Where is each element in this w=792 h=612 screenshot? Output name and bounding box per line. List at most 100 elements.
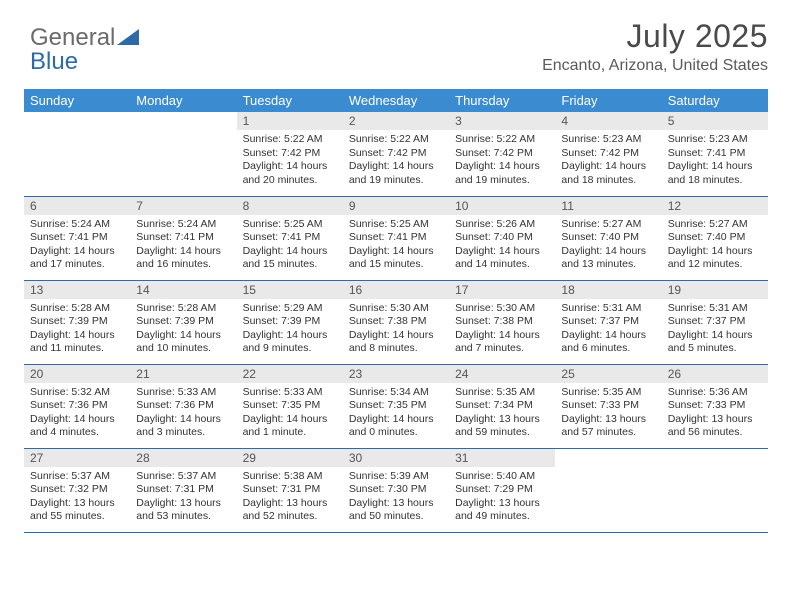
sunrise-text: Sunrise: 5:35 AM	[561, 386, 655, 400]
sunset-text: Sunset: 7:41 PM	[136, 231, 230, 245]
daylight-text: Daylight: 14 hours and 20 minutes.	[243, 160, 337, 187]
day-number: 2	[343, 112, 449, 130]
day-number: 21	[130, 365, 236, 383]
calendar-day-cell: 1Sunrise: 5:22 AMSunset: 7:42 PMDaylight…	[237, 112, 343, 196]
sunrise-text: Sunrise: 5:36 AM	[668, 386, 762, 400]
daylight-text: Daylight: 14 hours and 8 minutes.	[349, 329, 443, 356]
day-number: 28	[130, 449, 236, 467]
day-body: Sunrise: 5:23 AMSunset: 7:41 PMDaylight:…	[662, 130, 768, 192]
calendar-day-cell: 21Sunrise: 5:33 AMSunset: 7:36 PMDayligh…	[130, 364, 236, 448]
daylight-text: Daylight: 13 hours and 55 minutes.	[30, 497, 124, 524]
calendar-empty-cell	[130, 112, 236, 196]
weekday-header: Saturday	[662, 89, 768, 112]
daylight-text: Daylight: 14 hours and 4 minutes.	[30, 413, 124, 440]
day-body: Sunrise: 5:40 AMSunset: 7:29 PMDaylight:…	[449, 467, 555, 529]
calendar-day-cell: 18Sunrise: 5:31 AMSunset: 7:37 PMDayligh…	[555, 280, 661, 364]
day-number: 4	[555, 112, 661, 130]
calendar-day-cell: 26Sunrise: 5:36 AMSunset: 7:33 PMDayligh…	[662, 364, 768, 448]
sunset-text: Sunset: 7:31 PM	[243, 483, 337, 497]
brand-logo: General Blue	[30, 24, 139, 52]
sunset-text: Sunset: 7:35 PM	[243, 399, 337, 413]
calendar-day-cell: 25Sunrise: 5:35 AMSunset: 7:33 PMDayligh…	[555, 364, 661, 448]
sunset-text: Sunset: 7:33 PM	[561, 399, 655, 413]
daylight-text: Daylight: 13 hours and 57 minutes.	[561, 413, 655, 440]
day-body: Sunrise: 5:24 AMSunset: 7:41 PMDaylight:…	[24, 215, 130, 277]
day-body: Sunrise: 5:32 AMSunset: 7:36 PMDaylight:…	[24, 383, 130, 445]
sunrise-text: Sunrise: 5:22 AM	[243, 133, 337, 147]
calendar-day-cell: 7Sunrise: 5:24 AMSunset: 7:41 PMDaylight…	[130, 196, 236, 280]
sunset-text: Sunset: 7:37 PM	[668, 315, 762, 329]
weekday-header: Sunday	[24, 89, 130, 112]
day-body: Sunrise: 5:33 AMSunset: 7:35 PMDaylight:…	[237, 383, 343, 445]
daylight-text: Daylight: 14 hours and 6 minutes.	[561, 329, 655, 356]
sunset-text: Sunset: 7:41 PM	[668, 147, 762, 161]
sunset-text: Sunset: 7:38 PM	[455, 315, 549, 329]
day-number: 14	[130, 281, 236, 299]
day-number: 30	[343, 449, 449, 467]
calendar-table: SundayMondayTuesdayWednesdayThursdayFrid…	[24, 89, 768, 533]
calendar-day-cell: 5Sunrise: 5:23 AMSunset: 7:41 PMDaylight…	[662, 112, 768, 196]
weekday-header: Monday	[130, 89, 236, 112]
sunrise-text: Sunrise: 5:35 AM	[455, 386, 549, 400]
day-number: 24	[449, 365, 555, 383]
daylight-text: Daylight: 14 hours and 0 minutes.	[349, 413, 443, 440]
day-body: Sunrise: 5:28 AMSunset: 7:39 PMDaylight:…	[130, 299, 236, 361]
day-number: 27	[24, 449, 130, 467]
sunset-text: Sunset: 7:32 PM	[30, 483, 124, 497]
day-body: Sunrise: 5:36 AMSunset: 7:33 PMDaylight:…	[662, 383, 768, 445]
calendar-day-cell: 11Sunrise: 5:27 AMSunset: 7:40 PMDayligh…	[555, 196, 661, 280]
sunset-text: Sunset: 7:40 PM	[561, 231, 655, 245]
sunrise-text: Sunrise: 5:26 AM	[455, 218, 549, 232]
sunrise-text: Sunrise: 5:33 AM	[243, 386, 337, 400]
calendar-body: 1Sunrise: 5:22 AMSunset: 7:42 PMDaylight…	[24, 112, 768, 532]
day-body: Sunrise: 5:25 AMSunset: 7:41 PMDaylight:…	[237, 215, 343, 277]
sunset-text: Sunset: 7:36 PM	[30, 399, 124, 413]
calendar-row: 1Sunrise: 5:22 AMSunset: 7:42 PMDaylight…	[24, 112, 768, 196]
sunset-text: Sunset: 7:39 PM	[30, 315, 124, 329]
sunrise-text: Sunrise: 5:38 AM	[243, 470, 337, 484]
weekday-header: Tuesday	[237, 89, 343, 112]
calendar-day-cell: 20Sunrise: 5:32 AMSunset: 7:36 PMDayligh…	[24, 364, 130, 448]
calendar-day-cell: 12Sunrise: 5:27 AMSunset: 7:40 PMDayligh…	[662, 196, 768, 280]
day-body: Sunrise: 5:26 AMSunset: 7:40 PMDaylight:…	[449, 215, 555, 277]
calendar-row: 13Sunrise: 5:28 AMSunset: 7:39 PMDayligh…	[24, 280, 768, 364]
calendar-day-cell: 19Sunrise: 5:31 AMSunset: 7:37 PMDayligh…	[662, 280, 768, 364]
day-body: Sunrise: 5:22 AMSunset: 7:42 PMDaylight:…	[343, 130, 449, 192]
calendar-head: SundayMondayTuesdayWednesdayThursdayFrid…	[24, 89, 768, 112]
calendar-day-cell: 8Sunrise: 5:25 AMSunset: 7:41 PMDaylight…	[237, 196, 343, 280]
sunrise-text: Sunrise: 5:37 AM	[136, 470, 230, 484]
sunrise-text: Sunrise: 5:23 AM	[561, 133, 655, 147]
day-number: 12	[662, 197, 768, 215]
daylight-text: Daylight: 14 hours and 5 minutes.	[668, 329, 762, 356]
day-number: 8	[237, 197, 343, 215]
day-number: 15	[237, 281, 343, 299]
day-number: 25	[555, 365, 661, 383]
day-number: 9	[343, 197, 449, 215]
day-body: Sunrise: 5:29 AMSunset: 7:39 PMDaylight:…	[237, 299, 343, 361]
day-number: 31	[449, 449, 555, 467]
sunset-text: Sunset: 7:39 PM	[243, 315, 337, 329]
day-body: Sunrise: 5:38 AMSunset: 7:31 PMDaylight:…	[237, 467, 343, 529]
calendar-day-cell: 17Sunrise: 5:30 AMSunset: 7:38 PMDayligh…	[449, 280, 555, 364]
daylight-text: Daylight: 14 hours and 19 minutes.	[455, 160, 549, 187]
day-body: Sunrise: 5:27 AMSunset: 7:40 PMDaylight:…	[555, 215, 661, 277]
calendar-row: 6Sunrise: 5:24 AMSunset: 7:41 PMDaylight…	[24, 196, 768, 280]
sunrise-text: Sunrise: 5:30 AM	[455, 302, 549, 316]
calendar-day-cell: 27Sunrise: 5:37 AMSunset: 7:32 PMDayligh…	[24, 448, 130, 532]
day-body: Sunrise: 5:22 AMSunset: 7:42 PMDaylight:…	[237, 130, 343, 192]
daylight-text: Daylight: 14 hours and 3 minutes.	[136, 413, 230, 440]
sunset-text: Sunset: 7:42 PM	[349, 147, 443, 161]
calendar-day-cell: 22Sunrise: 5:33 AMSunset: 7:35 PMDayligh…	[237, 364, 343, 448]
day-body: Sunrise: 5:37 AMSunset: 7:32 PMDaylight:…	[24, 467, 130, 529]
sunrise-text: Sunrise: 5:28 AM	[30, 302, 124, 316]
day-body: Sunrise: 5:35 AMSunset: 7:33 PMDaylight:…	[555, 383, 661, 445]
sunrise-text: Sunrise: 5:37 AM	[30, 470, 124, 484]
day-body: Sunrise: 5:25 AMSunset: 7:41 PMDaylight:…	[343, 215, 449, 277]
calendar-empty-cell	[555, 448, 661, 532]
sunrise-text: Sunrise: 5:29 AM	[243, 302, 337, 316]
sunrise-text: Sunrise: 5:22 AM	[349, 133, 443, 147]
sunrise-text: Sunrise: 5:24 AM	[30, 218, 124, 232]
daylight-text: Daylight: 14 hours and 11 minutes.	[30, 329, 124, 356]
sunrise-text: Sunrise: 5:30 AM	[349, 302, 443, 316]
sunset-text: Sunset: 7:39 PM	[136, 315, 230, 329]
